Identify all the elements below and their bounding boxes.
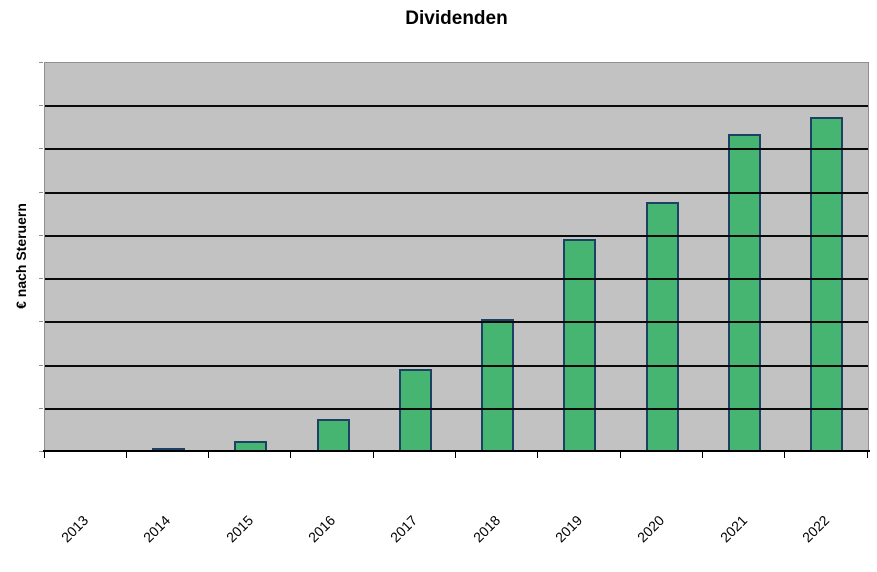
x-axis-label-2015: 2015 [222, 512, 257, 546]
x-axis-tick [619, 452, 621, 458]
x-axis-tick [455, 452, 456, 458]
x-axis-line [43, 450, 870, 452]
bar-2018 [481, 319, 515, 452]
bar-2017 [398, 369, 432, 452]
bar-2021 [728, 133, 762, 452]
chart-title: Dividenden [405, 8, 508, 29]
x-axis-tick [866, 452, 868, 458]
x-axis-tick [208, 452, 210, 458]
x-axis-tick [784, 452, 786, 458]
x-axis-label-2018: 2018 [469, 512, 503, 546]
bar-2016 [316, 419, 350, 452]
x-axis-label-2020: 2020 [634, 512, 668, 546]
x-axis-label-2013: 2013 [58, 512, 92, 546]
y-axis-tick [39, 451, 43, 452]
gridline [45, 148, 868, 151]
y-axis-tick [39, 407, 43, 409]
gridline [45, 234, 868, 237]
y-axis-tick [39, 234, 43, 236]
x-axis-label-2019: 2019 [551, 512, 586, 546]
x-axis-tick [43, 452, 45, 458]
y-axis-tick [39, 191, 43, 193]
gridline [45, 364, 868, 367]
gridline [45, 278, 868, 281]
x-axis-tick [537, 452, 539, 458]
y-axis-tick [39, 278, 43, 280]
gridline [45, 407, 868, 410]
y-axis-tick [39, 105, 43, 107]
x-axis-label-2017: 2017 [387, 512, 421, 546]
x-axis-tick [701, 452, 703, 458]
gridline [45, 321, 868, 324]
x-axis-label-2021: 2021 [716, 512, 750, 546]
bar-2022 [810, 116, 844, 452]
y-axis-tick [39, 321, 43, 323]
x-axis-tick [372, 452, 374, 458]
bar-2020 [645, 201, 679, 452]
y-axis-tick [39, 148, 43, 150]
y-axis-label: € nach Steruern [13, 203, 29, 309]
x-axis-tick [125, 452, 127, 458]
y-axis-tick [39, 62, 43, 63]
bar-2015 [234, 441, 268, 452]
x-axis-label-2014: 2014 [140, 512, 174, 546]
gridline [45, 105, 868, 108]
gridline [45, 191, 868, 194]
x-axis-label-2016: 2016 [305, 512, 339, 546]
y-axis-tick [39, 364, 43, 366]
bar-2019 [563, 239, 597, 452]
plot-area [44, 62, 869, 452]
x-axis-tick [290, 452, 292, 458]
x-axis-label-2022: 2022 [798, 512, 833, 546]
